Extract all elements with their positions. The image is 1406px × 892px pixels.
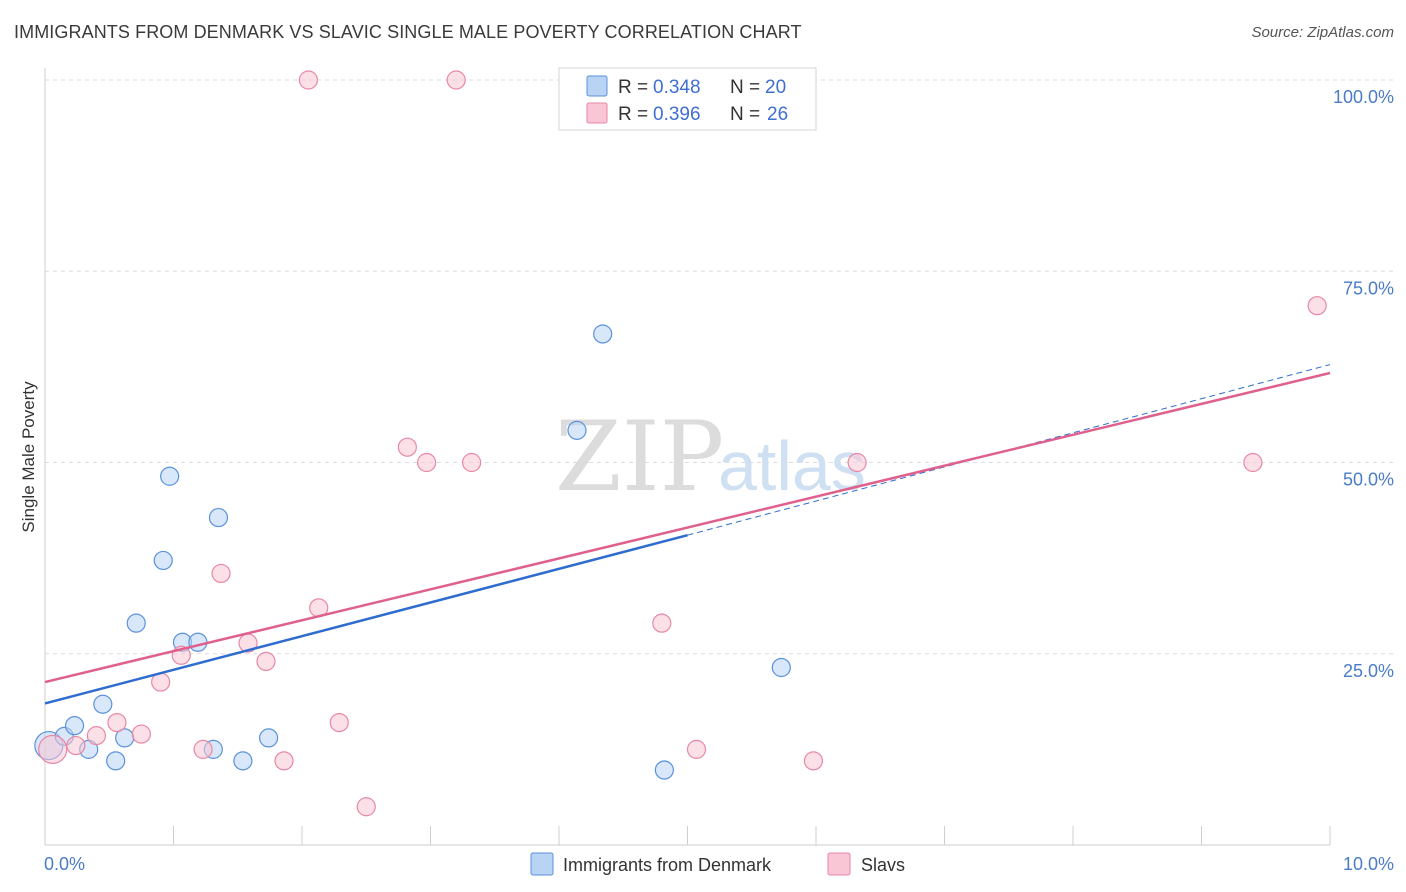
point-pink-19 (462, 452, 482, 473)
trend-lines (44, 364, 1331, 705)
point-pink-11 (274, 751, 294, 771)
point-blue-5 (106, 751, 126, 771)
legend-r-value-2: 0.396 (653, 104, 701, 125)
bottom-legend-swatch-pink (827, 852, 851, 876)
point-pink-16 (397, 437, 417, 457)
legend-box: R = 0.348 N = 20 R = 0.396 N = 26 (558, 67, 817, 131)
point-blue-14 (233, 751, 253, 771)
point-pink-2 (86, 726, 107, 746)
watermark-zip: ZIP (555, 401, 724, 513)
bottom-legend-label-2: Slavs (861, 855, 905, 875)
point-blue-19 (771, 657, 791, 678)
y-tick-label-50: 50.0% (1343, 470, 1394, 490)
point-blue-7 (126, 613, 146, 633)
point-pink-21 (686, 739, 707, 759)
point-blue-2 (64, 716, 85, 736)
point-pink-25 (1307, 296, 1327, 316)
y-tick-label-100: 100.0% (1333, 87, 1394, 107)
point-blue-18 (654, 760, 674, 780)
point-blue-15 (258, 728, 279, 748)
point-pink-17 (417, 452, 437, 473)
bottom-legend-swatch-blue (530, 852, 554, 876)
point-pink-1 (66, 735, 86, 756)
trend-line-pink (44, 371, 1331, 684)
legend-n-value-2: 26 (767, 104, 788, 125)
series-slavs-points (38, 70, 1327, 817)
legend-swatch-blue (586, 75, 608, 97)
x-tick-label-right: 10.0% (1343, 854, 1394, 874)
series-immigrants-from-denmark-points (34, 324, 791, 780)
x-tick-label-left: 0.0% (44, 854, 85, 874)
point-pink-7 (193, 739, 213, 759)
point-pink-24 (1243, 452, 1263, 473)
legend-r-label-2: R = (618, 104, 648, 125)
legend-r-label-1: R = (618, 77, 648, 98)
point-pink-14 (329, 712, 349, 733)
y-tick-labels: 25.0% 50.0% 75.0% 100.0% (1333, 87, 1394, 681)
point-pink-10 (256, 651, 276, 672)
y-tick-label-75: 75.0% (1343, 278, 1394, 298)
source-label: Source: ZipAtlas.com (1251, 24, 1394, 41)
legend-n-value-1: 20 (765, 77, 786, 98)
watermark-atlas: atlas (718, 427, 866, 505)
grid-lines (45, 79, 1393, 655)
legend-n-label-2: N = (730, 104, 760, 125)
point-blue-4 (93, 694, 113, 714)
point-blue-13 (208, 507, 229, 528)
bottom-legend-label-1: Immigrants from Denmark (563, 855, 772, 875)
legend-swatch-pink (586, 102, 608, 124)
y-axis-title: Single Male Poverty (19, 381, 38, 533)
trend-line-blue (44, 533, 688, 705)
point-pink-0 (38, 734, 68, 764)
point-blue-17 (593, 324, 613, 344)
point-blue-11 (188, 632, 208, 652)
legend-r-value-1: 0.348 (653, 77, 701, 98)
point-pink-18 (446, 70, 466, 90)
y-tick-label-25: 25.0% (1343, 661, 1394, 681)
point-blue-9 (160, 466, 180, 486)
point-blue-16 (567, 420, 587, 440)
watermark: ZIP atlas (555, 401, 866, 513)
point-pink-15 (356, 797, 376, 817)
point-pink-3 (107, 712, 127, 733)
x-axis-ticks (173, 826, 1331, 845)
point-pink-22 (803, 751, 824, 771)
point-pink-4 (131, 724, 151, 744)
point-blue-8 (153, 550, 173, 571)
bottom-legend: Immigrants from Denmark Slavs (530, 852, 905, 876)
point-pink-12 (298, 70, 319, 90)
chart-title: IMMIGRANTS FROM DENMARK VS SLAVIC SINGLE… (14, 22, 802, 42)
point-pink-23 (847, 452, 867, 473)
point-pink-8 (211, 563, 231, 584)
point-pink-20 (652, 613, 672, 633)
legend-n-label-1: N = (730, 77, 760, 98)
